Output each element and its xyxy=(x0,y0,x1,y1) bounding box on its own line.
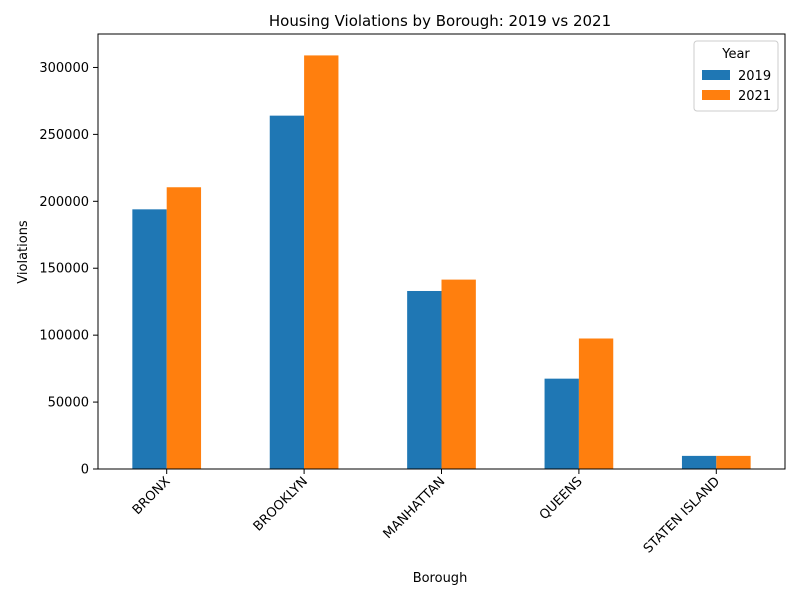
bar-2021-staten-island xyxy=(716,455,751,469)
legend-swatch-2021 xyxy=(702,90,730,100)
plot-frame xyxy=(97,33,786,470)
bar-2021-bronx xyxy=(166,187,202,469)
legend-title: Year xyxy=(721,47,750,62)
bar-2021-queens xyxy=(578,338,614,469)
x-axis-label: Borough xyxy=(413,571,468,586)
y-tick-label: 200000 xyxy=(39,195,89,210)
y-tick-label: 100000 xyxy=(39,329,89,344)
bar-2019-brooklyn xyxy=(269,115,305,470)
x-tick-label: MANHATTAN xyxy=(381,474,449,542)
legend-label-2021: 2021 xyxy=(738,89,771,104)
y-tick-label: 150000 xyxy=(39,262,89,277)
legend-label-2019: 2019 xyxy=(738,69,771,84)
bar-2019-queens xyxy=(544,378,579,469)
y-axis: 0 50000 100000 150000 200000 250000 300000 xyxy=(39,61,98,478)
bar-2019-manhattan xyxy=(407,290,442,469)
y-tick-label: 50000 xyxy=(48,396,89,411)
x-tick-label: BRONX xyxy=(130,474,174,518)
x-tick-label: QUEENS xyxy=(537,474,586,523)
legend: Year 2019 2021 xyxy=(693,40,779,112)
y-tick-label: 300000 xyxy=(39,61,89,76)
x-tick-label: STATEN ISLAND xyxy=(641,474,723,556)
x-tick-label: BROOKLYN xyxy=(251,474,311,534)
bar-2019-staten-island xyxy=(681,455,717,469)
bar-2021-manhattan xyxy=(441,279,476,469)
chart-title: Housing Violations by Borough: 2019 vs 2… xyxy=(269,12,611,30)
bar-2021-brooklyn xyxy=(304,55,339,470)
bars-group xyxy=(132,55,751,470)
x-axis: BRONX BROOKLYN MANHATTAN QUEENS STATEN ISLAN… xyxy=(130,469,723,556)
bar-2019-bronx xyxy=(132,209,167,470)
y-tick-label: 250000 xyxy=(39,128,89,143)
y-axis-label: Violations xyxy=(16,220,31,284)
y-tick-label: 0 xyxy=(81,463,89,478)
legend-swatch-2019 xyxy=(702,70,730,80)
